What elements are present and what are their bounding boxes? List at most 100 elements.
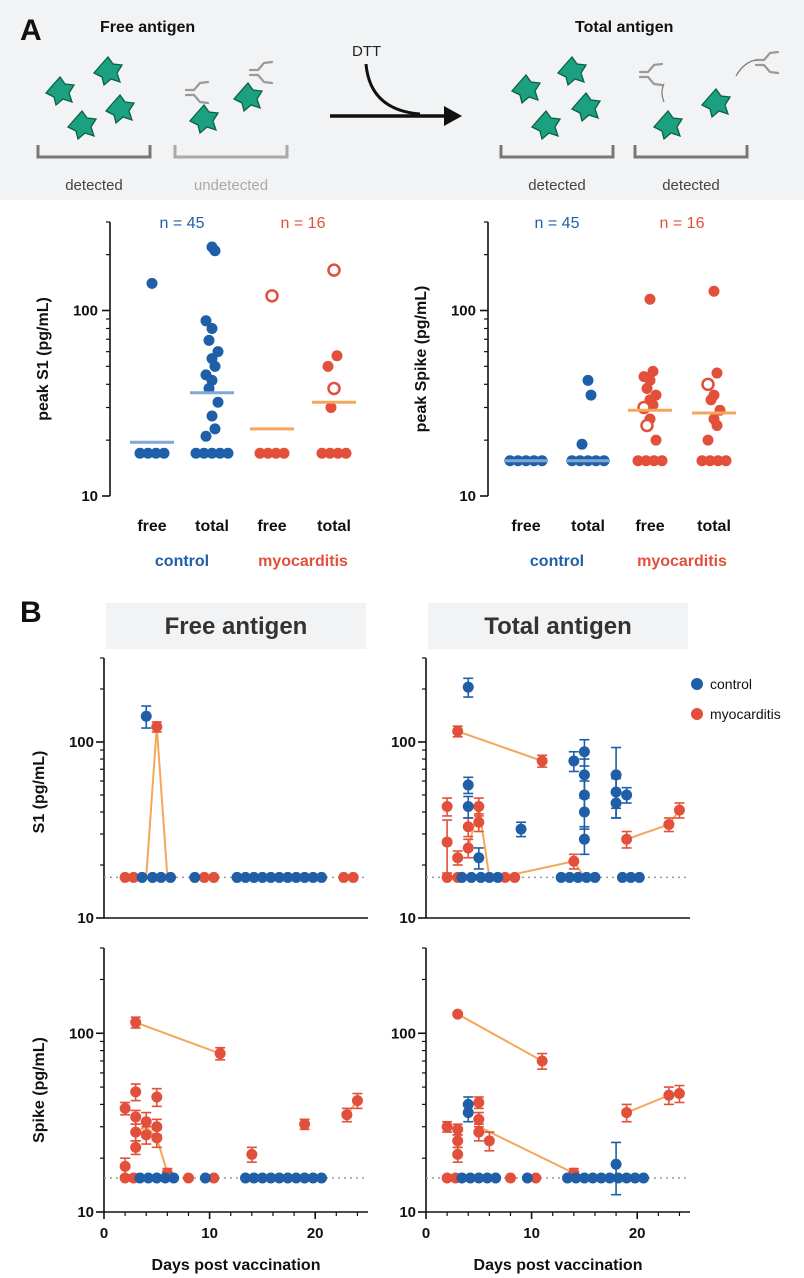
data-point — [130, 1126, 142, 1138]
data-point — [452, 1008, 464, 1020]
data-point — [483, 1135, 495, 1147]
data-point — [616, 871, 628, 883]
legend-control-marker — [691, 678, 703, 690]
data-point — [248, 1172, 260, 1184]
data-point — [278, 447, 290, 459]
data-point — [711, 419, 723, 431]
data-point — [456, 871, 468, 883]
data-point — [165, 871, 177, 883]
data-point — [130, 1111, 142, 1123]
data-point — [656, 455, 668, 467]
arrowhead-icon — [444, 106, 462, 126]
data-point — [168, 1172, 180, 1184]
data-point — [578, 769, 590, 781]
data-point — [696, 455, 708, 467]
data-point — [341, 1109, 353, 1121]
y-tick-label: 10 — [77, 910, 94, 927]
data-point — [564, 871, 576, 883]
data-point — [629, 1172, 641, 1184]
data-point — [515, 823, 527, 835]
data-point — [199, 1172, 211, 1184]
data-point — [119, 1102, 131, 1114]
trend-line — [145, 726, 169, 878]
category-label: free — [137, 518, 166, 535]
label-detected-1: detected — [65, 177, 123, 194]
data-point — [256, 1172, 268, 1184]
data-point — [200, 430, 212, 442]
data-point — [158, 447, 170, 459]
data-point — [282, 1172, 294, 1184]
data-point — [490, 1172, 502, 1184]
y-tick-label: 10 — [81, 488, 98, 505]
data-point — [483, 871, 495, 883]
y-tick-label: 100 — [73, 303, 98, 320]
data-point — [340, 447, 352, 459]
trend-line — [135, 1125, 169, 1174]
sample-size-label: n = 45 — [535, 215, 580, 232]
data-point — [462, 821, 474, 833]
data-point — [568, 755, 580, 767]
dtt-label: DTT — [352, 43, 381, 60]
trend-line — [478, 1125, 575, 1174]
data-point — [214, 1048, 226, 1060]
data-point — [322, 360, 334, 372]
schematic-background — [0, 0, 804, 200]
data-point — [663, 818, 675, 830]
total-spike-timecourse: 10 100 0 10 20 — [391, 947, 690, 1242]
data-point — [254, 447, 266, 459]
data-point — [578, 833, 590, 845]
data-point — [316, 447, 328, 459]
data-point — [325, 401, 337, 413]
data-point — [240, 871, 252, 883]
data-point — [648, 455, 660, 467]
data-point — [530, 1172, 542, 1184]
panel-b-total-title: Total antigen — [484, 613, 632, 640]
data-point — [644, 293, 656, 305]
data-point — [351, 1095, 363, 1107]
data-point — [473, 1126, 485, 1138]
data-point — [441, 1121, 453, 1133]
data-point — [492, 871, 504, 883]
panel-letter-a: A — [20, 14, 42, 47]
data-point — [265, 1172, 277, 1184]
category-label: free — [257, 518, 286, 535]
y-axis-label-spike: Spike (pg/mL) — [31, 1037, 48, 1143]
data-point — [452, 1135, 464, 1147]
data-point — [582, 374, 594, 386]
data-point — [462, 1107, 474, 1119]
data-point — [299, 871, 311, 883]
data-point — [452, 725, 464, 737]
data-point — [621, 833, 633, 845]
data-point — [248, 871, 260, 883]
data-point — [504, 1172, 516, 1184]
y-tick-label: 100 — [391, 734, 416, 751]
group-label: control — [530, 553, 584, 570]
y-tick-label: 10 — [77, 1204, 94, 1221]
data-point — [182, 1172, 194, 1184]
x-tick-label: 20 — [307, 1225, 324, 1242]
detected-bracket — [633, 145, 749, 159]
data-point — [441, 800, 453, 812]
data-point — [638, 1172, 650, 1184]
panel-letter-b: B — [20, 596, 42, 629]
data-point — [134, 1172, 146, 1184]
x-tick-label: 10 — [523, 1225, 540, 1242]
data-point — [647, 365, 659, 377]
x-tick-label: 10 — [201, 1225, 218, 1242]
x-axis-label-free: Days post vaccination — [152, 1257, 321, 1274]
y-tick-label: 10 — [399, 1204, 416, 1221]
category-label: free — [511, 518, 540, 535]
data-point — [621, 1107, 633, 1119]
free-antigen-title-box — [106, 603, 366, 649]
y-tick-label: 100 — [391, 1025, 416, 1042]
data-point — [462, 842, 474, 854]
data-point — [142, 447, 154, 459]
data-point — [134, 447, 146, 459]
legend-myocarditis: myocarditis — [710, 706, 781, 722]
category-label: free — [635, 518, 664, 535]
y-tick-label: 100 — [69, 734, 94, 751]
data-point — [589, 871, 601, 883]
data-point — [473, 1172, 485, 1184]
data-point — [140, 1116, 152, 1128]
